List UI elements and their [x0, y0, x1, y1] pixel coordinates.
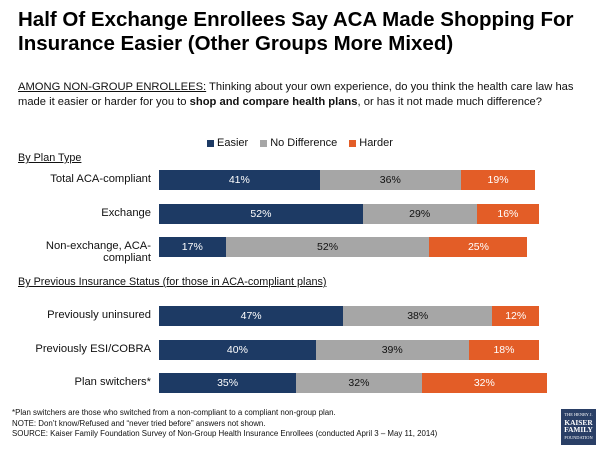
- legend-swatch-easier: [207, 140, 214, 147]
- footnotes: *Plan switchers are those who switched f…: [12, 408, 542, 440]
- bar-segment-harder: 18%: [469, 340, 540, 360]
- data-label-harder: 32%: [474, 377, 495, 389]
- data-label-nodiff: 39%: [382, 344, 403, 356]
- data-label-harder: 25%: [468, 241, 489, 253]
- legend-label-nodiff: No Difference: [270, 137, 337, 149]
- section-header-0: By Plan Type: [18, 152, 81, 164]
- bar-segment-nodiff: 36%: [320, 170, 461, 190]
- data-label-harder: 18%: [493, 344, 514, 356]
- legend-swatch-nodiff: [260, 140, 267, 147]
- legend-item-harder: Harder: [349, 137, 393, 149]
- question-lead: AMONG NON-GROUP ENROLLEES:: [18, 81, 206, 93]
- kff-logo: THE HENRY J. KAISER FAMILY FOUNDATION: [561, 409, 596, 445]
- row-label: Exchange: [0, 207, 151, 219]
- data-label-easier: 52%: [250, 208, 271, 220]
- row-label: Plan switchers*: [0, 376, 151, 388]
- bar-segment-harder: 12%: [492, 306, 539, 326]
- bar-segment-harder: 16%: [477, 204, 540, 224]
- data-label-harder: 19%: [488, 174, 509, 186]
- row-label: Total ACA-compliant: [0, 173, 151, 185]
- data-label-nodiff: 29%: [409, 208, 430, 220]
- data-label-nodiff: 32%: [348, 377, 369, 389]
- legend-label-harder: Harder: [359, 137, 393, 149]
- logo-line-4: FOUNDATION: [561, 434, 596, 442]
- logo-line-3: FAMILY: [561, 426, 596, 434]
- question-emphasis: shop and compare health plans: [190, 96, 358, 108]
- bar-segment-harder: 32%: [422, 373, 547, 393]
- legend-item-nodiff: No Difference: [260, 137, 337, 149]
- bar-segment-easier: 41%: [159, 170, 320, 190]
- data-label-harder: 16%: [497, 208, 518, 220]
- question-text-2: , or has it not made much difference?: [358, 96, 543, 108]
- data-label-easier: 40%: [227, 344, 248, 356]
- data-label-easier: 17%: [182, 241, 203, 253]
- legend-swatch-harder: [349, 140, 356, 147]
- bar-segment-nodiff: 29%: [363, 204, 477, 224]
- data-label-easier: 47%: [241, 310, 262, 322]
- chart-title: Half Of Exchange Enrollees Say ACA Made …: [18, 8, 588, 56]
- section-header-1: By Previous Insurance Status (for those …: [18, 276, 326, 288]
- data-label-harder: 12%: [505, 310, 526, 322]
- data-label-nodiff: 38%: [407, 310, 428, 322]
- data-label-nodiff: 52%: [317, 241, 338, 253]
- footnote-plan-switchers: *Plan switchers are those who switched f…: [12, 408, 542, 419]
- bar-segment-nodiff: 38%: [343, 306, 492, 326]
- bar-segment-easier: 52%: [159, 204, 363, 224]
- bar-segment-easier: 35%: [159, 373, 296, 393]
- bar-segment-easier: 47%: [159, 306, 343, 326]
- bar-segment-nodiff: 32%: [296, 373, 421, 393]
- footnote-note: NOTE: Don’t know/Refused and “never trie…: [12, 419, 542, 430]
- bar-segment-nodiff: 52%: [226, 237, 430, 257]
- bar-segment-easier: 17%: [159, 237, 226, 257]
- legend-item-easier: Easier: [207, 137, 248, 149]
- bar-segment-harder: 19%: [461, 170, 535, 190]
- bar-segment-harder: 25%: [429, 237, 527, 257]
- bar-segment-easier: 40%: [159, 340, 316, 360]
- row-label: Previously uninsured: [0, 309, 151, 321]
- data-label-easier: 41%: [229, 174, 250, 186]
- data-label-easier: 35%: [217, 377, 238, 389]
- bar-segment-nodiff: 39%: [316, 340, 469, 360]
- legend-label-easier: Easier: [217, 137, 248, 149]
- footnote-source: SOURCE: Kaiser Family Foundation Survey …: [12, 429, 542, 440]
- row-label: Previously ESI/COBRA: [0, 343, 151, 355]
- chart-legend: Easier No Difference Harder: [207, 137, 393, 149]
- survey-question: AMONG NON-GROUP ENROLLEES: Thinking abou…: [18, 80, 593, 110]
- data-label-nodiff: 36%: [380, 174, 401, 186]
- row-label: Non-exchange, ACA-compliant: [0, 240, 151, 264]
